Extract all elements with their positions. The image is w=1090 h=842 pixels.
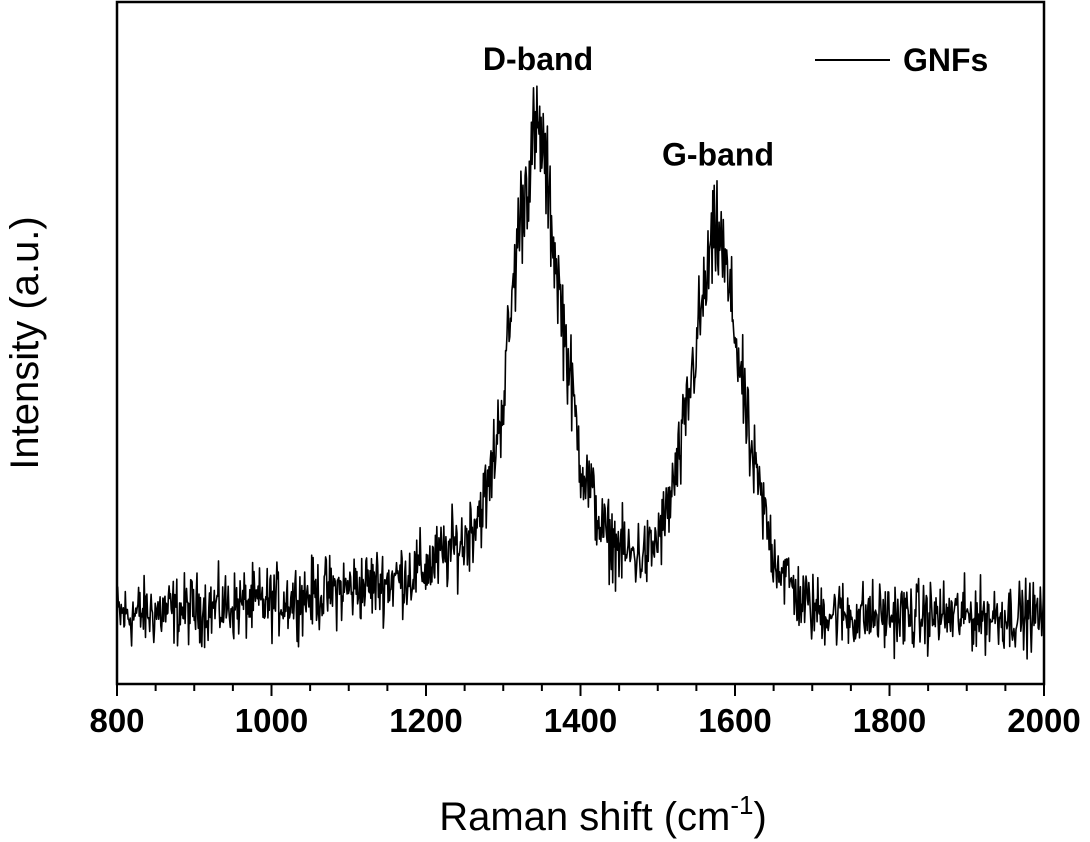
annotation-d-band: D-band [483,41,593,77]
plot-frame [115,0,1046,686]
x-tick-label: 800 [89,702,144,739]
x-tick-label: 1600 [698,702,771,739]
x-tick-label: 1400 [544,702,617,739]
x-ticks [116,684,1045,696]
series-line-gnfs [116,85,1045,660]
x-tick-label: 1200 [389,702,462,739]
x-axis-title-main: Raman shift (cm [439,795,730,839]
x-axis-title-sup: -1 [730,790,753,820]
x-tick-label: 1800 [853,702,926,739]
annotation-g-band: G-band [662,137,774,173]
x-tick-label: 1000 [235,702,308,739]
x-axis-title-close: ) [753,795,766,839]
peak-annotations: D-band G-band [483,41,774,172]
legend-label-gnfs: GNFs [903,42,988,78]
x-tick-label: 2000 [1007,702,1080,739]
legend: GNFs [815,42,988,78]
x-tick-labels: 800 1000 1200 1400 1600 1800 2000 [89,702,1080,739]
x-axis-title: Raman shift (cm-1) [439,790,767,839]
y-axis-title: Intensity (a.u.) [3,216,47,469]
